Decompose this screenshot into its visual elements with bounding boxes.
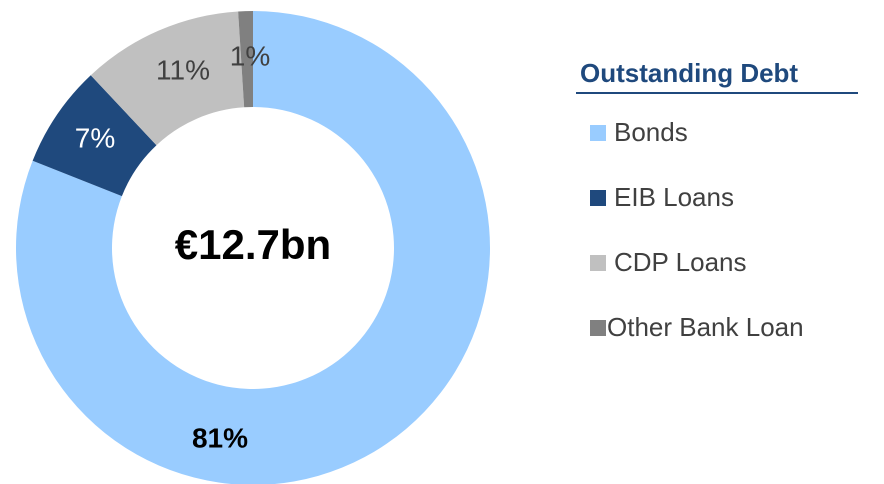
- legend-label: CDP Loans: [614, 247, 747, 277]
- legend-swatch: [590, 190, 606, 206]
- center-label: €12.7bn: [175, 221, 331, 268]
- donut-slice: [90, 11, 245, 146]
- legend-swatch: [590, 320, 606, 336]
- data-label: 1%: [230, 40, 270, 71]
- legend-label: EIB Loans: [614, 182, 734, 212]
- donut-slice: [16, 11, 490, 484]
- legend-title: Outstanding Debt: [580, 58, 798, 88]
- legend-label: Bonds: [614, 117, 688, 147]
- donut-slice: [238, 11, 253, 108]
- legend-swatch: [590, 125, 606, 141]
- legend-label: Other Bank Loan: [607, 312, 804, 342]
- data-label: 81%: [192, 422, 248, 453]
- data-label: 11%: [156, 54, 210, 85]
- legend-swatch: [590, 255, 606, 271]
- data-label: 7%: [75, 122, 115, 153]
- donut-slice: [32, 75, 157, 197]
